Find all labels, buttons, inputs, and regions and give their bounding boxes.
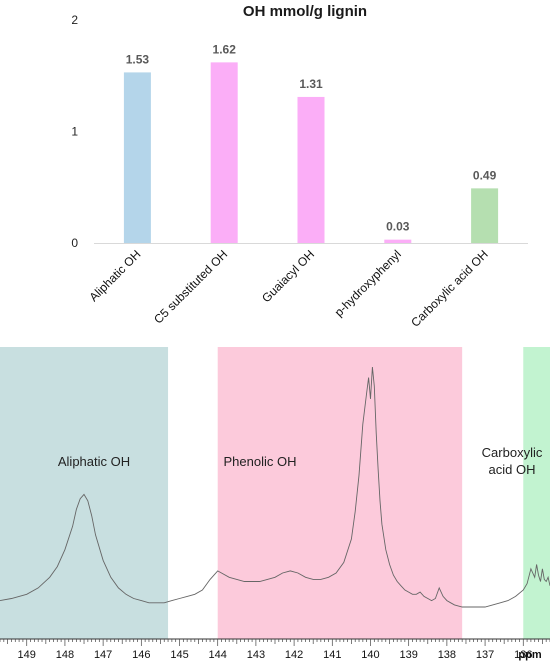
region-2	[523, 347, 550, 639]
x-tick-label: 143	[247, 649, 265, 661]
data-label: 1.53	[126, 52, 150, 66]
x-tick-label: 144	[209, 649, 227, 661]
x-tick-label: 141	[323, 649, 341, 661]
data-label: 1.62	[213, 42, 237, 56]
x-tick-label: 136	[514, 649, 532, 661]
data-label: 0.49	[473, 168, 497, 182]
y-tick-label: 2	[71, 13, 78, 27]
category-label: Carboxylic acid OH	[408, 247, 491, 330]
region-0	[0, 347, 169, 639]
region-label: Phenolic OH	[224, 454, 297, 469]
x-tick-label: 139	[400, 649, 418, 661]
region-label: Carboxylic	[482, 445, 543, 460]
bar-chart: OH mmol/g lignin 0 1 2 1.53 Aliphatic OH 1.62 C…	[71, 3, 528, 330]
bar-2	[297, 96, 325, 243]
data-label: 1.31	[299, 77, 323, 91]
x-axis-unit: ppm	[518, 649, 541, 661]
x-tick-label: 140	[361, 649, 379, 661]
x-tick-label: 142	[285, 649, 303, 661]
nmr-spectrum: Aliphatic OH Phenolic OH Carboxylic acid OH…	[0, 347, 550, 661]
x-tick-label: 145	[170, 649, 188, 661]
region-label: Aliphatic OH	[58, 454, 130, 469]
x-tick-label: 149	[18, 649, 36, 661]
bar-4	[471, 188, 499, 243]
y-tick-label: 1	[71, 125, 78, 139]
y-tick-label: 0	[71, 236, 78, 250]
category-label: C5 substituted OH	[151, 247, 230, 326]
x-tick-label: 147	[94, 649, 112, 661]
data-label: 0.03	[386, 220, 410, 234]
category-label: Aliphatic OH	[86, 247, 143, 304]
x-tick-label: 148	[56, 649, 74, 661]
bar-3	[384, 239, 412, 243]
x-tick-label: 138	[438, 649, 456, 661]
category-label: p-hydroxyphenyl	[332, 247, 404, 319]
category-label: Guaiacyl OH	[259, 247, 317, 305]
bar-1	[210, 62, 238, 244]
region-1	[217, 347, 463, 639]
region-label: acid OH	[489, 462, 536, 477]
x-tick-label: 146	[132, 649, 150, 661]
bar-0	[123, 72, 151, 243]
spectrum-trace	[0, 366, 550, 608]
x-tick-label: 137	[476, 649, 494, 661]
chart-title: OH mmol/g lignin	[243, 3, 367, 20]
